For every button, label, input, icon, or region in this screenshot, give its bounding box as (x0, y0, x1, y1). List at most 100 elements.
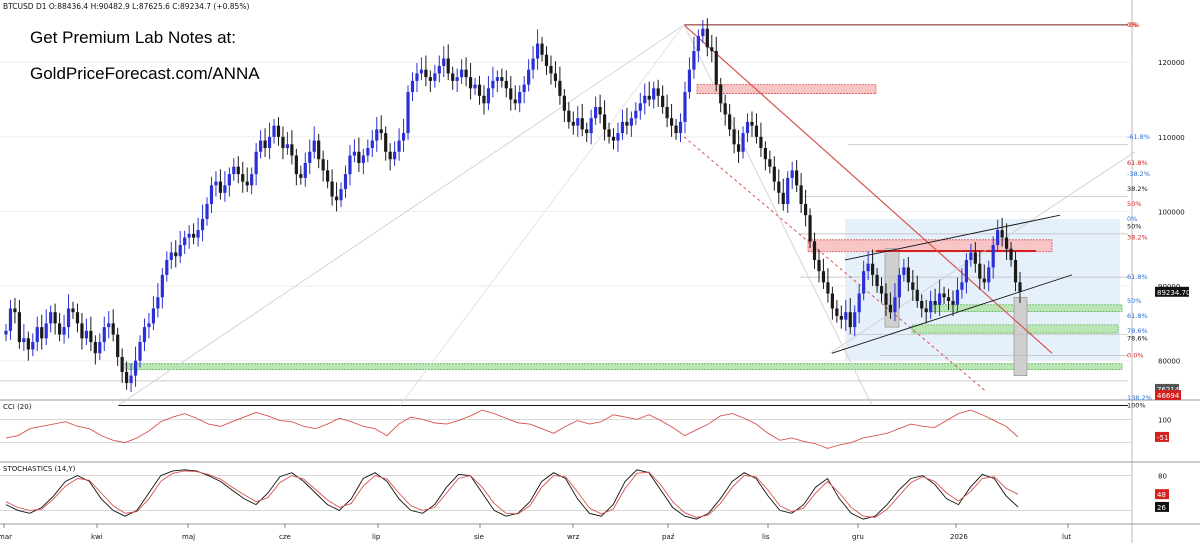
candle-body (31, 342, 35, 350)
candle-body (982, 278, 986, 283)
candle-body (93, 342, 97, 354)
candle-body (946, 297, 951, 301)
candle-body (817, 259, 821, 272)
candle-body (263, 140, 267, 149)
candle-body (187, 233, 191, 238)
ohlc-readout: O:88436.4 H:90482.9 L:87625.6 C:89234.7 … (48, 2, 250, 11)
cci-value-label: -51 (1157, 434, 1168, 442)
candle-body (8, 308, 13, 331)
stoch-panel-title: STOCHASTICS (14,Y) (3, 465, 76, 473)
candle-body (178, 245, 182, 257)
candle-body (638, 103, 642, 111)
candle-body (366, 148, 370, 156)
candle-body (585, 129, 589, 134)
candle-body (451, 73, 455, 81)
candle-body (80, 323, 84, 339)
candle-body (866, 263, 870, 272)
candle-body (169, 252, 173, 260)
x-tick-label: maj (182, 533, 195, 541)
candle-body (562, 95, 566, 111)
candle-body (49, 312, 53, 324)
candle-body (710, 47, 714, 52)
candle-body (500, 77, 504, 81)
fib-label: 78.6% (1127, 334, 1148, 342)
candle-body (236, 166, 240, 175)
candle-body (553, 73, 558, 81)
candle-body (44, 323, 48, 339)
candle-body (732, 129, 736, 145)
candle-body (853, 312, 857, 328)
promo-line-2[interactable]: GoldPriceForecast.com/ANNA (30, 64, 260, 83)
candle-body (964, 259, 968, 283)
fib-label-top: 0% (1129, 21, 1139, 29)
candle-body (361, 155, 365, 163)
candle-body (674, 125, 678, 134)
candle-body (960, 282, 964, 290)
candle-body (580, 118, 584, 130)
candle-body (602, 114, 607, 130)
candle-body (116, 334, 120, 357)
fib-label: 61.8% (1127, 273, 1148, 281)
x-tick-label: lip (372, 533, 381, 541)
candle-body (120, 356, 124, 372)
candle-body (705, 28, 709, 48)
candle-body (437, 65, 441, 74)
candle-body (906, 267, 910, 283)
stoch-black-label: 26 (1157, 504, 1166, 512)
cci-value-tag (1155, 431, 1169, 442)
stoch-d-line (5, 470, 1019, 518)
candle-body (759, 136, 763, 149)
candle-body (754, 125, 759, 137)
candle-body (790, 170, 794, 178)
candle-body (589, 118, 593, 134)
candle-body (701, 28, 705, 37)
low-label: 46694 (1157, 392, 1180, 400)
uptrend-line-2 (399, 24, 685, 406)
candle-body (924, 308, 928, 313)
candle-body (768, 159, 772, 167)
candle-body (549, 65, 553, 74)
candle-body (902, 267, 906, 275)
candle-body (214, 181, 218, 186)
candle-body (281, 136, 285, 149)
candle-body (687, 69, 692, 93)
x-tick-label: kwi (91, 533, 103, 541)
gap-box-2 (1013, 296, 1028, 376)
candle-body (290, 144, 294, 156)
candle-body (205, 204, 209, 219)
candle-body (334, 196, 339, 201)
candle-body (741, 133, 745, 152)
candle-body (62, 327, 66, 335)
candle-body (678, 121, 683, 134)
candle-body (209, 185, 214, 204)
candle-body (781, 192, 785, 204)
fib-label: 0% (1127, 215, 1137, 223)
candle-body (884, 293, 888, 305)
price-tick-label: 100000 (1158, 208, 1185, 216)
candle-body (285, 144, 290, 149)
candle-body (294, 155, 298, 175)
candle-body (799, 185, 803, 204)
candle-body (812, 241, 817, 260)
candle-body (303, 162, 307, 178)
candle-body (728, 114, 732, 130)
fib-label: 0% (1127, 21, 1137, 29)
candle-body (151, 308, 156, 324)
candle-body (518, 92, 522, 104)
fan-line-1 (683, 24, 873, 406)
candle-body (321, 159, 325, 171)
candle-body (991, 245, 995, 268)
candle-body (875, 274, 879, 287)
candle-body (558, 80, 562, 96)
candle-body (714, 51, 718, 85)
candle-body (455, 77, 459, 81)
candle-body (723, 103, 727, 115)
cci-line (5, 409, 1019, 449)
candle-body (352, 151, 357, 156)
candle-body (1018, 282, 1022, 292)
x-tick-label: lis (762, 533, 770, 541)
candle-body (165, 259, 169, 275)
candle-body (661, 95, 665, 107)
stoch-black-tag (1155, 501, 1169, 512)
